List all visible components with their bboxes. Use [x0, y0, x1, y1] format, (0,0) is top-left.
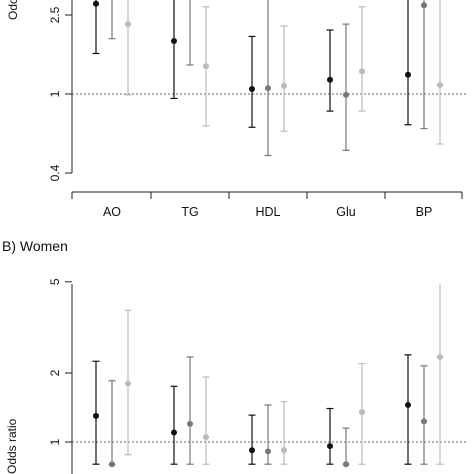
panel-b-point-estimate	[405, 402, 411, 409]
panel-a-marks	[92, 0, 444, 157]
panel-a-x-axis: AO TG HDL Glu BP	[71, 191, 463, 219]
panel-a-point-estimate	[249, 85, 255, 92]
panel-a-y-tick-label: 2.5	[48, 6, 62, 23]
panel-b-y-tick-label: 1	[48, 438, 62, 445]
panel-a-point-estimate	[265, 85, 271, 92]
panel-b-y-axis-label: Odds ratio	[5, 418, 19, 474]
panel-b-point-estimate	[249, 447, 255, 454]
panel-a-category-label: BP	[416, 205, 433, 219]
panel-a-point-estimate	[203, 63, 209, 70]
panel-b-title: B) Women	[2, 238, 68, 254]
panel-a-point-estimate	[93, 0, 99, 7]
panel-a-point-estimate	[327, 76, 333, 83]
panel-a-point-estimate	[421, 2, 427, 9]
panel-b-y-axis: 1 2 5	[48, 278, 73, 474]
panel-b-point-estimate	[281, 447, 287, 454]
panel-b-marks	[92, 284, 444, 468]
panel-a-category-label: HDL	[255, 205, 280, 219]
panel-a-point-estimate	[359, 68, 365, 75]
panel-a-y-tick-label: 0.4	[48, 164, 62, 181]
panel-women: B) Women 1 2 5 Odds ratio	[2, 238, 468, 474]
panel-b-point-estimate	[203, 434, 209, 441]
panel-b-point-estimate	[421, 418, 427, 425]
panel-a-point-estimate	[437, 82, 443, 89]
panel-b-point-estimate	[265, 448, 271, 455]
panel-a-point-estimate	[125, 21, 131, 28]
panel-a-point-estimate	[343, 91, 349, 98]
panel-b-point-estimate	[327, 443, 333, 450]
panel-b-point-estimate	[125, 380, 131, 387]
panel-a-y-tick-label: 1	[48, 90, 62, 97]
panel-a-point-estimate	[171, 37, 177, 44]
panel-b-y-tick-label: 5	[48, 278, 62, 285]
panel-b-y-tick-label: 2	[48, 369, 62, 376]
panel-b-point-estimate	[359, 409, 365, 416]
panel-b-point-estimate	[93, 412, 99, 419]
panel-b-point-estimate	[171, 429, 177, 436]
panel-a-point-estimate	[405, 71, 411, 78]
panel-b-point-estimate	[187, 420, 193, 427]
panel-b-point-estimate	[343, 461, 349, 468]
panel-a-category-label: Glu	[336, 205, 356, 219]
panel-men: 0.4 1 2.5 Odds ratio AO TG HDL Glu BP	[6, 0, 468, 219]
panel-b-point-estimate	[437, 353, 443, 360]
panel-a-point-estimate	[281, 82, 287, 89]
panel-a-y-axis: 0.4 1 2.5	[48, 0, 73, 181]
panel-b-point-estimate	[109, 461, 115, 468]
panel-a-y-axis-label: Odds ratio	[6, 0, 20, 20]
panel-a-category-label: AO	[103, 205, 121, 219]
panel-a-category-label: TG	[181, 205, 198, 219]
